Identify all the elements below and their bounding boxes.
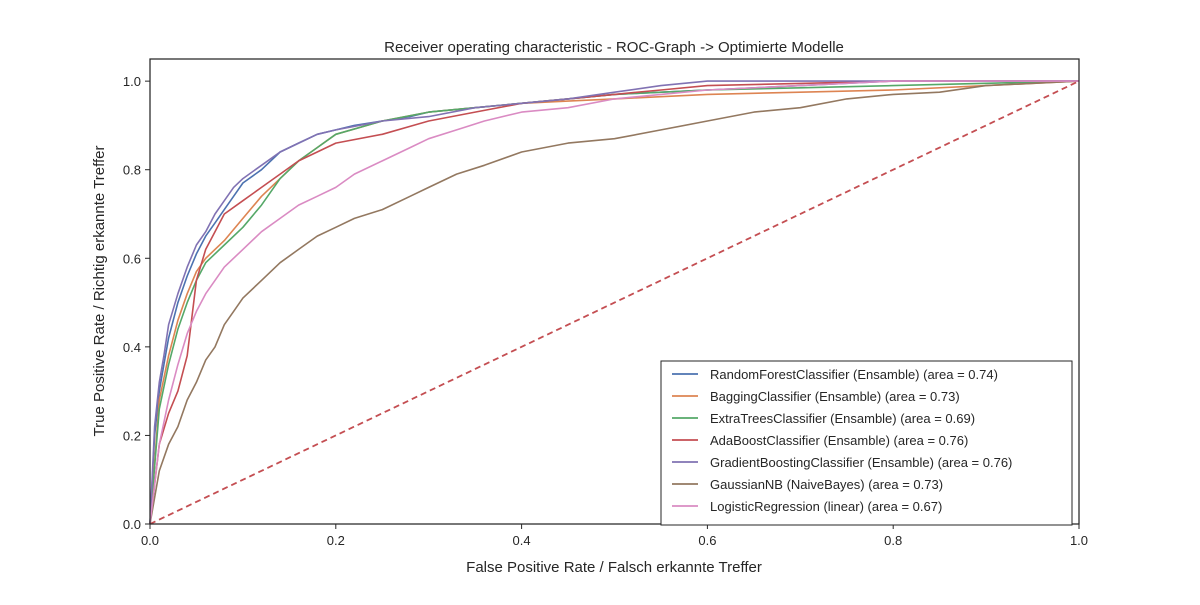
chart-title: Receiver operating characteristic - ROC-… [384,39,844,56]
legend: RandomForestClassifier (Ensamble) (area … [660,360,1073,526]
x-tick-label: 1.0 [1070,533,1088,548]
y-tick-label: 0.2 [123,428,141,443]
plot-lines [149,80,1080,525]
roc-series-line [149,80,1079,525]
roc-series-line [149,80,1080,525]
legend-box [660,360,1073,526]
x-tick-label: 0.6 [698,533,716,548]
y-tick-label: 1.0 [123,74,141,89]
roc-series-line [149,80,1079,525]
y-tick-label: 0.6 [123,251,141,266]
legend-entry-label: LogisticRegression (linear) (area = 0.67… [710,499,942,514]
x-axis-label: False Positive Rate / Falsch erkannte Tr… [466,559,762,576]
x-tick-label: 0.4 [513,533,531,548]
legend-entry-label: GradientBoostingClassifier (Ensamble) (a… [710,455,1012,470]
legend-entry-label: GaussianNB (NaiveBayes) (area = 0.73) [710,477,943,492]
x-tick-label: 0.2 [327,533,345,548]
x-tick-label: 0.0 [141,533,159,548]
y-tick-label: 0.0 [123,517,141,532]
roc-series-line [149,80,1079,525]
plot-frame [149,58,1080,525]
legend-entry-label: ExtraTreesClassifier (Ensamble) (area = … [710,411,975,426]
legend-entry-label: BaggingClassifier (Ensamble) (area = 0.7… [710,389,960,404]
y-tick-label: 0.8 [123,163,141,178]
x-tick-label: 0.8 [884,533,902,548]
legend-entry-label: AdaBoostClassifier (Ensamble) (area = 0.… [710,433,968,448]
diagonal-reference-line [149,80,1080,525]
axis-ticks: 0.0 0.2 0.4 0.6 0.8 1.0 0.0 0.2 0.4 0.6 0.8 1.0 [123,74,1088,548]
y-tick-label: 0.4 [123,340,141,355]
legend-entry-label: RandomForestClassifier (Ensamble) (area … [710,367,998,382]
y-axis-label: True Positive Rate / Richtig erkannte Tr… [91,146,108,437]
